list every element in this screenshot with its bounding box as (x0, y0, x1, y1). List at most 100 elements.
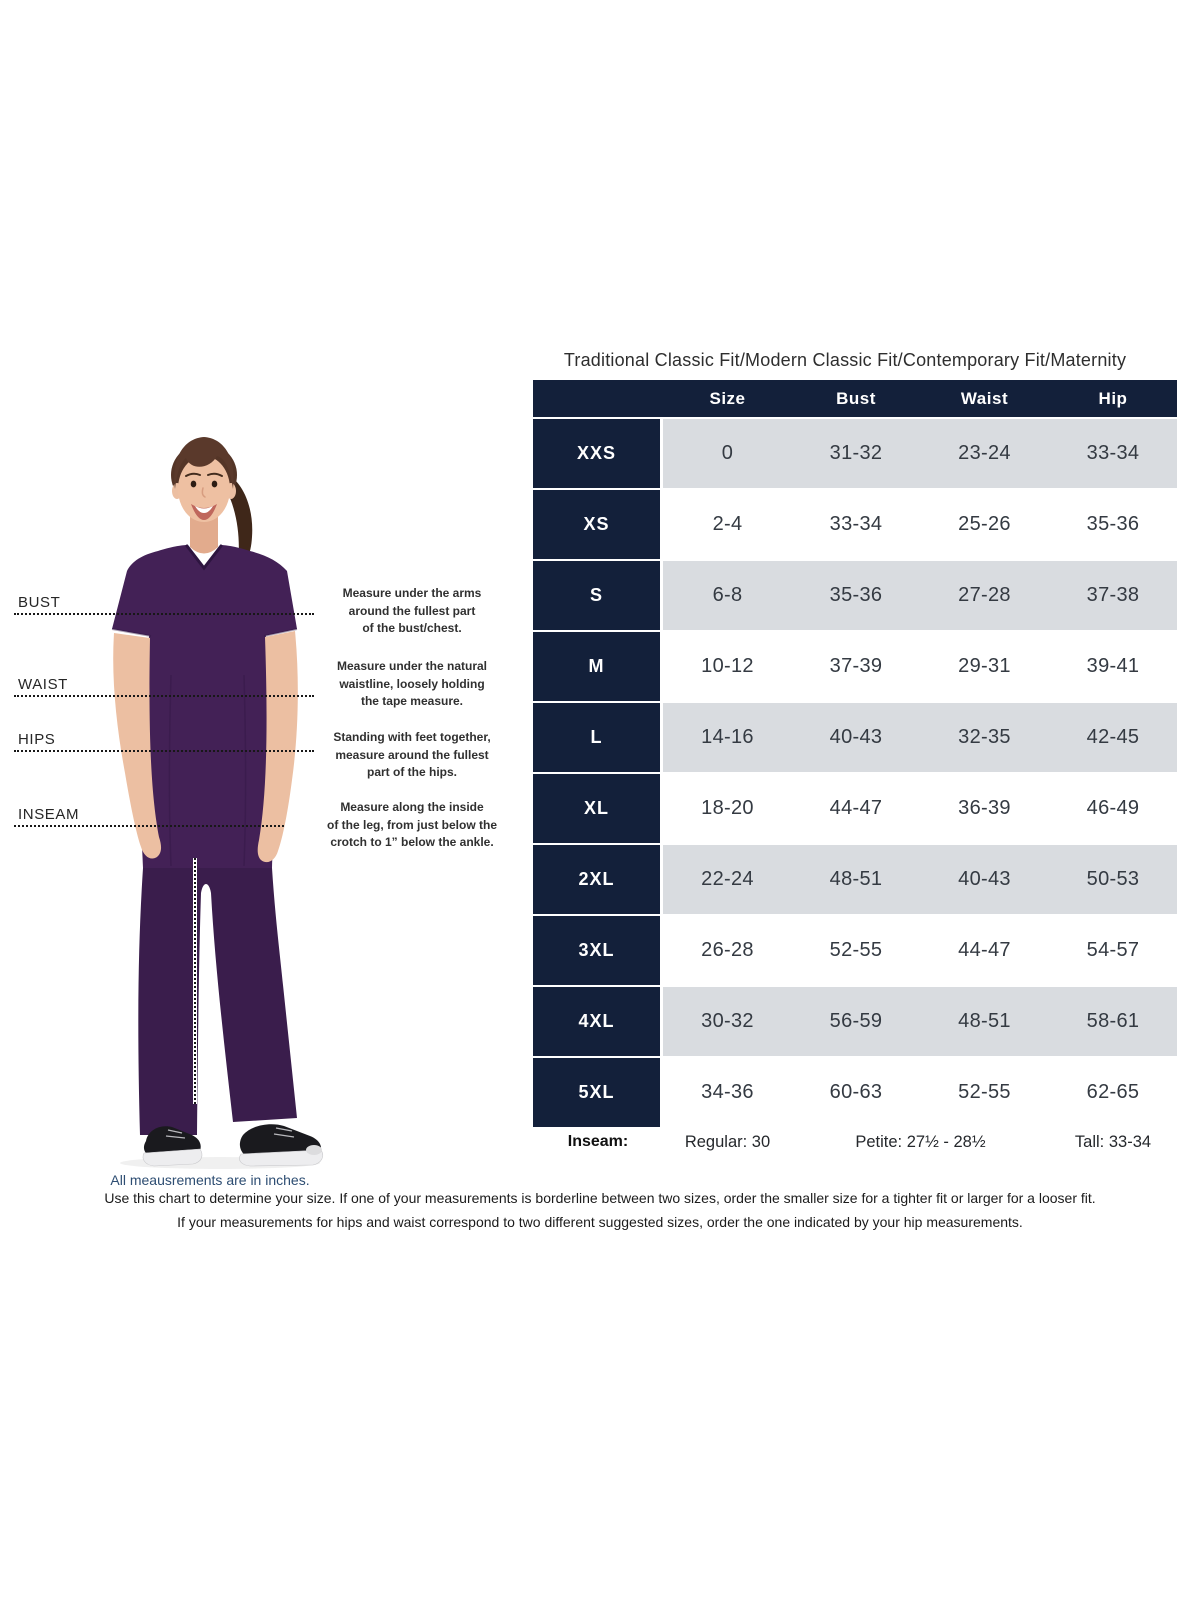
header-cells: Size Bust Waist Hip (663, 380, 1177, 417)
inseam-petite-value: Petite: 27½ - 28½ (855, 1132, 986, 1151)
value-cell: 48-51 (829, 868, 883, 890)
table-row-2xl: 2XL 22-24 48-51 40-43 50-53 (533, 845, 1177, 914)
value-cell: 58-61 (1086, 1010, 1140, 1032)
row-values: 18-20 44-47 36-39 46-49 (663, 774, 1177, 843)
vneck-trim (185, 544, 223, 571)
waist-dotted-line (14, 695, 314, 697)
size-cell: XL (533, 774, 663, 843)
value-cell: 23-24 (958, 442, 1011, 464)
size-cell: 4XL (533, 987, 663, 1056)
measure-label-hips: HIPS (18, 731, 56, 748)
page-title: Traditional Classic Fit/Modern Classic F… (563, 350, 1127, 370)
value-cell: 18-20 (701, 797, 754, 819)
value-cell: 48-51 (958, 1010, 1011, 1032)
row-values: 6-8 35-36 27-28 37-38 (663, 561, 1177, 630)
value-cell: 54-57 (1086, 939, 1140, 961)
row-values: 30-32 56-59 48-51 58-61 (663, 987, 1177, 1056)
value-cell: 46-49 (1086, 797, 1140, 819)
size-cell: L (533, 703, 663, 772)
instruction-hips: Standing with feet together, measure aro… (333, 730, 491, 779)
right-arm (257, 631, 298, 863)
table-row-s: S 6-8 35-36 27-28 37-38 (533, 561, 1177, 630)
value-cell: 22-24 (701, 868, 754, 890)
value-cell: 35-36 (1086, 513, 1140, 535)
size-cell: 5XL (533, 1058, 663, 1127)
header-cell-waist: Waist (960, 388, 1009, 408)
value-cell: 33-34 (1086, 442, 1140, 464)
value-cell: 29-31 (958, 655, 1011, 677)
value-cell: 56-59 (829, 1010, 883, 1032)
table-row-3xl: 3XL 26-28 52-55 44-47 54-57 (533, 916, 1177, 985)
size-cell: XXS (533, 419, 663, 488)
table-row-xxs: XXS 0 31-32 23-24 33-34 (533, 419, 1177, 488)
value-cell: 14-16 (701, 726, 754, 748)
row-values: 0 31-32 23-24 33-34 (663, 419, 1177, 488)
value-cell: 52-55 (958, 1081, 1011, 1103)
right-shoe (239, 1124, 324, 1167)
value-cell: 2-4 (712, 513, 743, 535)
hair-front (174, 437, 234, 489)
table-row-m: M 10-12 37-39 29-31 39-41 (533, 632, 1177, 701)
instruction-bust: Measure under the arms around the fulles… (342, 586, 482, 635)
inseam-vertical-dotted-line (193, 858, 197, 1104)
footer-line-1: Use this chart to determine your size. I… (104, 1190, 1096, 1206)
size-cell: M (533, 632, 663, 701)
value-cell: 60-63 (829, 1081, 883, 1103)
inseam-row: Inseam: Regular: 30 Petite: 27½ - 28½ Ta… (533, 1126, 1177, 1158)
value-cell: 37-39 (829, 655, 883, 677)
value-cell: 35-36 (829, 584, 883, 606)
table-row-5xl: 5XL 34-36 60-63 52-55 62-65 (533, 1058, 1177, 1127)
value-cell: 31-32 (829, 442, 883, 464)
row-values: 26-28 52-55 44-47 54-57 (663, 916, 1177, 985)
value-cell: 25-26 (958, 513, 1011, 535)
scrub-top (112, 545, 297, 868)
figure-caption: All meausrements are in inches. (110, 1172, 310, 1188)
bust-dotted-line (14, 613, 314, 615)
neck (190, 515, 218, 554)
value-cell: 40-43 (958, 868, 1011, 890)
row-values: 10-12 37-39 29-31 39-41 (663, 632, 1177, 701)
inseam-regular-value: Regular: 30 (684, 1132, 771, 1151)
value-cell: 26-28 (701, 939, 754, 961)
size-cell: 2XL (533, 845, 663, 914)
model-figure (30, 425, 470, 1170)
instruction-inseam: Measure along the inside of the leg, fro… (326, 800, 497, 849)
inseam-label: Inseam: (567, 1133, 629, 1150)
value-cell: 62-65 (1086, 1081, 1140, 1103)
measure-label-waist: WAIST (18, 676, 68, 693)
scrub-pants (138, 868, 297, 1135)
value-cell: 0 (721, 442, 734, 464)
value-cell: 30-32 (701, 1010, 754, 1032)
row-values: 14-16 40-43 32-35 42-45 (663, 703, 1177, 772)
value-cell: 33-34 (829, 513, 883, 535)
value-cell: 42-45 (1086, 726, 1140, 748)
value-cell: 32-35 (958, 726, 1011, 748)
measure-label-inseam: INSEAM (18, 806, 80, 823)
size-cell: S (533, 561, 663, 630)
size-cell: 3XL (533, 916, 663, 985)
value-cell: 36-39 (958, 797, 1011, 819)
footer-line-2: If your measurements for hips and waist … (177, 1214, 1023, 1230)
value-cell: 27-28 (958, 584, 1011, 606)
value-cell: 44-47 (829, 797, 883, 819)
instruction-waist: Measure under the natural waistline, loo… (336, 659, 488, 708)
value-cell: 52-55 (829, 939, 883, 961)
size-cell: XS (533, 490, 663, 559)
header-cell-size: Size (709, 388, 746, 408)
table-row-4xl: 4XL 30-32 56-59 48-51 58-61 (533, 987, 1177, 1056)
left-shoe (142, 1126, 203, 1167)
face (178, 456, 230, 522)
left-arm (113, 633, 162, 859)
value-cell: 37-38 (1086, 584, 1140, 606)
header-spacer (533, 380, 663, 417)
inseam-dotted-line (14, 825, 284, 827)
table-header-row: Size Bust Waist Hip (533, 380, 1177, 417)
table-row-xs: XS 2-4 33-34 25-26 35-36 (533, 490, 1177, 559)
header-cell-hip: Hip (1098, 388, 1128, 408)
row-values: 22-24 48-51 40-43 50-53 (663, 845, 1177, 914)
value-cell: 40-43 (829, 726, 883, 748)
header-cell-bust: Bust (836, 388, 876, 408)
eyes (190, 480, 197, 488)
table-row-xl: XL 18-20 44-47 36-39 46-49 (533, 774, 1177, 843)
